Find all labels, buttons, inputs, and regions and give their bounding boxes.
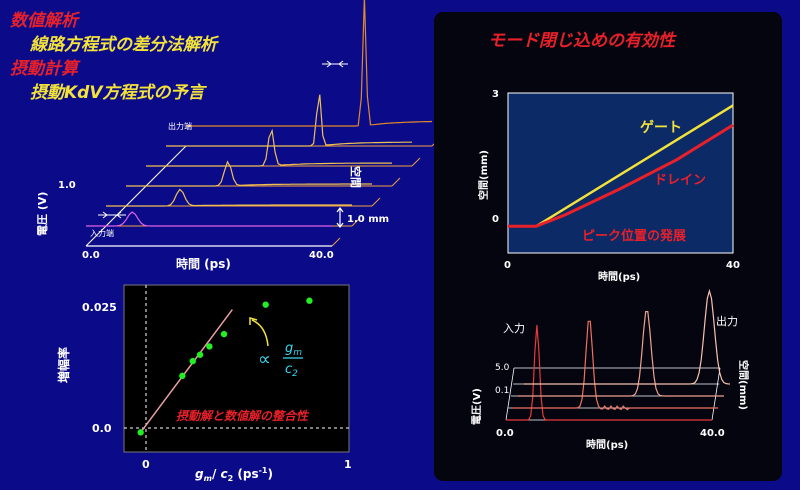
sc-consistency-note: 摂動解と数値解の整合性 (176, 409, 310, 423)
rw-right-edge (711, 367, 721, 421)
wf-space-scale-marker (336, 207, 344, 228)
rw-ytick-50: 5.0 (495, 363, 510, 373)
waterfall-chart: 出力端 入力端 電圧 (V) 1.0 0.0 40.0 時間 (ps) 空間 1… (36, 0, 441, 271)
wf-wave-trace (166, 94, 412, 147)
rw-xtick-40: 40.0 (700, 428, 725, 439)
sc-xlabel-c: c (221, 467, 228, 481)
sc-data-point (196, 351, 204, 358)
sc-frac-den-c: c (285, 362, 292, 377)
gd-xlabel: 時間(ps) (598, 270, 640, 283)
rw-xtick-0: 0.0 (496, 428, 514, 439)
gd-ytick-3: 3 (492, 89, 499, 100)
wf-wave-trace (126, 160, 372, 187)
sc-xtick-0: 0 (142, 458, 150, 471)
rw-wave-trace (512, 320, 718, 411)
sc-xlabel: gm/ c2 (ps-1) (195, 466, 273, 483)
wf-wave-trace (186, 0, 433, 127)
sc-xlabel-sep: / (212, 467, 221, 481)
sc-data-point (306, 297, 313, 304)
rw-wave-trace (518, 311, 724, 397)
gd-peak-label: ピーク位置の発展 (582, 228, 687, 244)
rw-label-input: 入力 (503, 322, 525, 335)
rw-ylabel: 電圧(V) (471, 388, 483, 425)
scatter-chart: 0.025 0.0 0 1 増幅率 gm/ c2 (ps-1) ∝ gm c2 … (56, 284, 352, 483)
rw-left-edge (505, 367, 515, 421)
gd-drain-line (508, 123, 734, 228)
gd-ytick-0: 0 (492, 214, 499, 225)
wf-output-width-marker (322, 60, 348, 68)
rw-zlabel: 空間(mm) (737, 360, 750, 410)
wf-xtick-0: 0.0 (82, 250, 100, 261)
gd-plot-area (507, 92, 734, 254)
sc-frac-num-sub: m (293, 348, 302, 358)
wf-wave-trace (86, 211, 332, 227)
gate-drain-chart: ゲート ドレイン ピーク位置の発展 3 0 0 40 時間(ps) 空間(mm) (477, 89, 740, 283)
sc-data-point (220, 330, 228, 338)
wf-left-edge (85, 145, 187, 247)
sc-frac-num: gm (285, 341, 302, 358)
sc-frac-den-sub: 2 (292, 369, 298, 379)
sc-xlabel-unit: (ps (233, 467, 258, 481)
gd-label-drain: ドレイン (654, 173, 706, 188)
sc-ytick-0025: 0.025 (82, 301, 117, 314)
sc-proportional-symbol: ∝ (258, 349, 271, 370)
sc-frac-num-g: g (285, 341, 293, 356)
heading-numerical-analysis: 数値解析 (10, 11, 81, 31)
sc-xlabel-exp: -1 (259, 466, 268, 475)
rw-xlabel: 時間(ps) (586, 438, 628, 451)
wf-side-line (351, 217, 361, 227)
sc-data-point (262, 301, 269, 308)
right-waterfall-chart: 入力 出力 5.0 0.1 電圧(V) 空間(mm) 0.0 40.0 時間(p… (471, 288, 750, 451)
wf-side-line (371, 197, 381, 207)
wf-side-line (411, 157, 421, 167)
wf-xtick-40: 40.0 (309, 250, 334, 261)
wf-space-scale: 1.0 mm (347, 214, 389, 225)
scatter-plot-area (123, 284, 350, 453)
sc-xlabel-gsub: m (204, 474, 212, 483)
sc-xlabel-csub: 2 (228, 474, 234, 483)
wf-ylabel: 電圧 (V) (36, 192, 49, 236)
wf-side-line (391, 177, 401, 187)
sc-annotation-arrow (251, 319, 269, 347)
wf-wave-trace (146, 128, 392, 167)
wf-input-label: 入力端 (90, 228, 114, 238)
heading-kdv-prediction: 摂動KdV方程式の予言 (30, 83, 207, 103)
gd-label-gate: ゲート (640, 119, 682, 136)
rw-label-output: 出力 (716, 314, 738, 328)
sc-ylabel: 増幅率 (56, 347, 71, 383)
wf-wave-trace (106, 188, 352, 207)
heading-fdm-analysis: 線路方程式の差分法解析 (29, 35, 220, 55)
sc-ytick-00: 0.0 (92, 422, 112, 435)
right-panel-title: モード閉じ込めの有効性 (488, 31, 677, 51)
rw-ytick-01: 0.1 (495, 386, 509, 396)
wf-side-line (331, 237, 341, 247)
sc-xlabel-g: g (195, 467, 204, 481)
wf-zlabel: 空間 (349, 166, 363, 188)
sc-fit-line (140, 309, 233, 433)
wf-output-label: 出力端 (168, 121, 192, 131)
gd-ylabel: 空間(mm) (477, 150, 490, 200)
heading-perturbation: 摂動計算 (10, 59, 81, 79)
gd-xtick-0: 0 (504, 260, 511, 271)
sc-frac-den: c2 (285, 362, 298, 379)
sc-data-point (189, 357, 196, 365)
wf-input-width-marker (98, 211, 126, 219)
rw-wave-trace (506, 324, 712, 421)
sc-xtick-1: 1 (344, 458, 352, 471)
gd-xtick-40: 40 (726, 260, 740, 271)
sc-xlabel-close: ) (268, 467, 273, 481)
sc-data-point (206, 343, 213, 350)
wf-ytick: 1.0 (58, 180, 76, 191)
wf-xlabel: 時間 (ps) (176, 256, 231, 271)
sc-annotation-arrowhead (249, 317, 258, 325)
rw-wave-trace (524, 288, 731, 385)
sc-data-point (179, 372, 186, 380)
sc-data-point (137, 429, 144, 436)
